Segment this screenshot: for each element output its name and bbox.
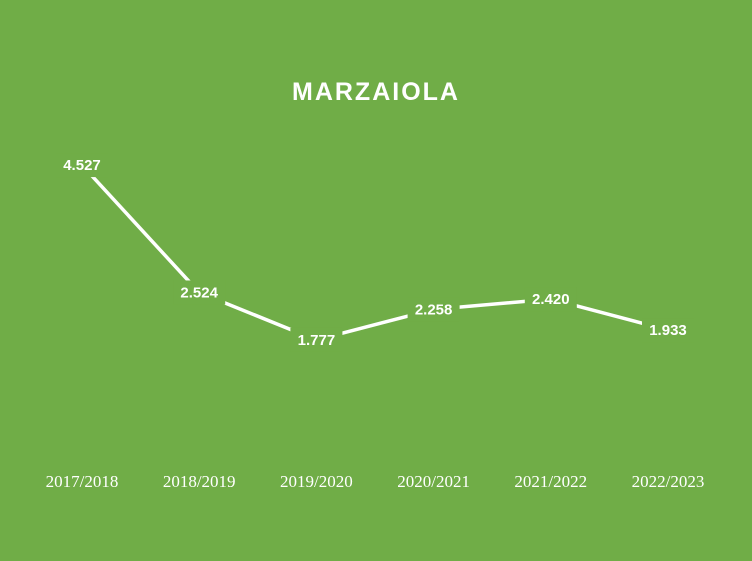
label-background xyxy=(524,287,577,312)
value-label: 1.933 xyxy=(649,322,687,339)
label-background xyxy=(642,318,694,343)
x-tick-label: 2017/2018 xyxy=(46,472,119,491)
value-label: 4.527 xyxy=(63,157,101,174)
label-background xyxy=(407,297,460,322)
x-tick-label: 2020/2021 xyxy=(397,472,470,491)
x-tick-label: 2022/2023 xyxy=(632,472,705,491)
value-label: 1.777 xyxy=(298,332,336,349)
value-label: 2.258 xyxy=(415,301,453,318)
label-background xyxy=(56,153,108,178)
value-label: 2.524 xyxy=(180,284,218,301)
value-label: 2.420 xyxy=(532,291,570,308)
x-tick-label: 2018/2019 xyxy=(163,472,236,491)
x-tick-label: 2021/2022 xyxy=(514,472,587,491)
chart-title: MARZAIOLA xyxy=(292,78,460,106)
x-tick-label: 2019/2020 xyxy=(280,472,353,491)
label-background xyxy=(290,327,343,352)
label-background xyxy=(173,280,226,305)
